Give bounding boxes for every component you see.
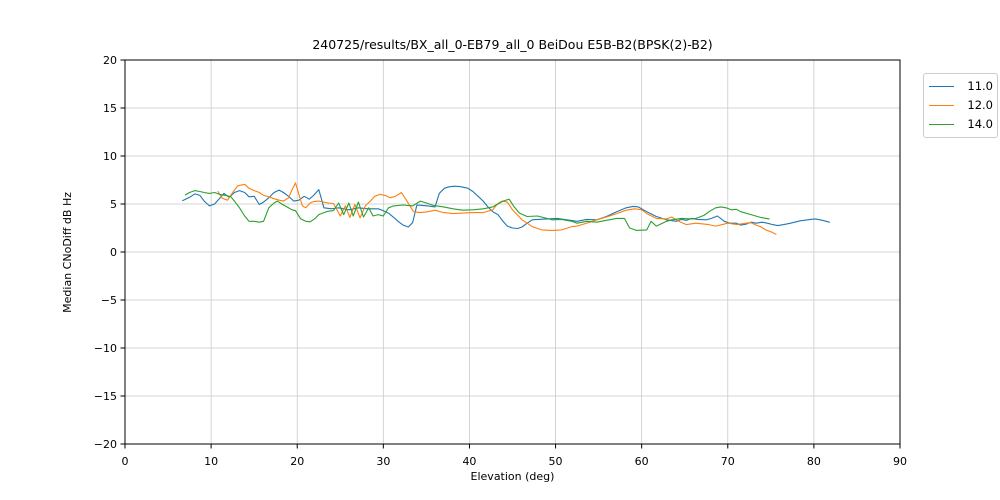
y-tick-label: 20 [103,54,117,67]
x-tick-label: 60 [635,455,649,468]
x-tick-label: 40 [462,455,476,468]
y-tick-label: 10 [103,150,117,163]
legend-item-label: 14.0 [967,116,993,131]
legend-line-sample [929,86,954,87]
series-line-14.0 [184,190,770,231]
y-tick-label: −20 [94,438,117,451]
legend-item: 14.0 [929,116,993,134]
legend: 11.0 12.0 14.0 [923,73,998,138]
y-tick-label: 15 [103,102,117,115]
legend-item-label: 12.0 [967,97,993,112]
legend-line-sample [929,105,954,106]
x-axis-label: Elevation (deg) [470,470,555,483]
series-line-11.0 [182,185,830,230]
series-line-12.0 [217,182,777,235]
y-tick-label: −5 [101,294,117,307]
x-tick-label: 90 [893,455,907,468]
legend-item: 12.0 [929,97,993,115]
x-tick-label: 30 [376,455,390,468]
y-tick-label: −10 [94,342,117,355]
x-tick-label: 50 [549,455,563,468]
legend-item: 11.0 [929,78,993,96]
y-axis-label: Median CNoDiff dB Hz [60,191,74,313]
x-tick-label: 0 [122,455,129,468]
x-tick-label: 70 [721,455,735,468]
legend-item-label: 11.0 [967,78,993,93]
legend-line-sample [929,124,954,125]
x-tick-label: 80 [807,455,821,468]
y-tick-label: 0 [110,246,117,259]
y-tick-label: 5 [110,198,117,211]
x-tick-label: 20 [290,455,304,468]
x-tick-label: 10 [204,455,218,468]
y-tick-label: −15 [94,390,117,403]
chart-title: 240725/results/BX_all_0-EB79_all_0 BeiDo… [312,37,713,52]
